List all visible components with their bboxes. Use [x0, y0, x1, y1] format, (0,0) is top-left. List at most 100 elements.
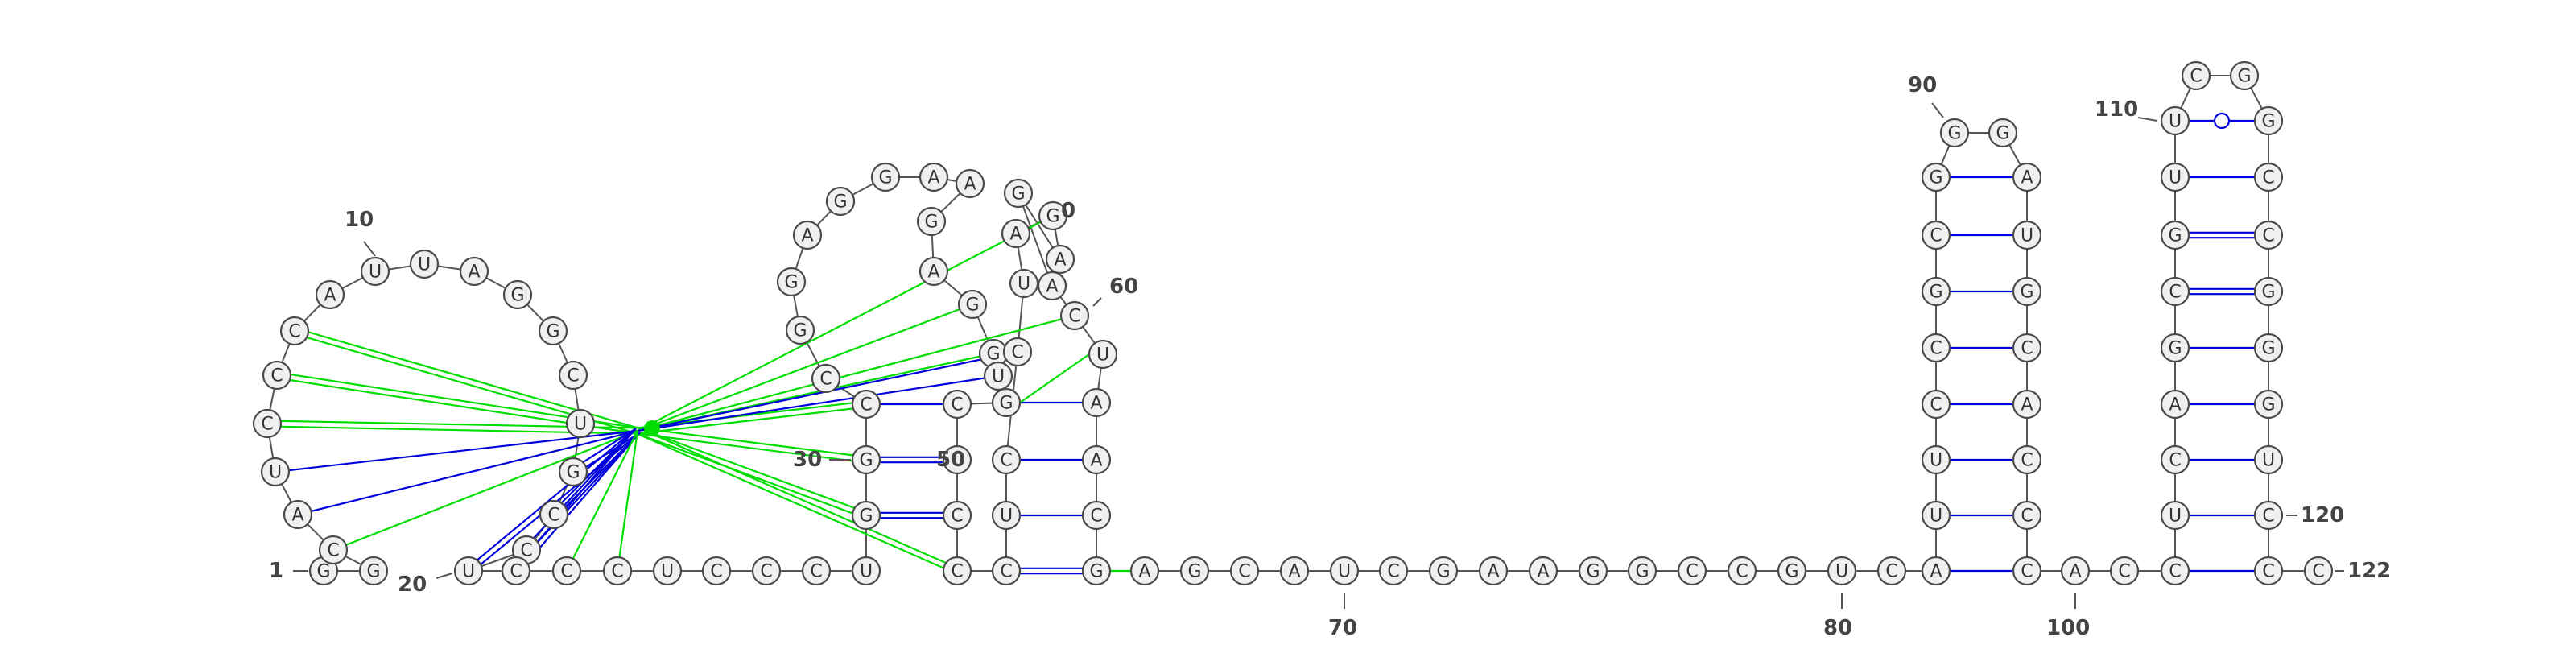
nucleotide-letter: U	[661, 562, 674, 582]
nucleotide-letter: A	[2021, 168, 2033, 188]
nucleotide-circle	[2012, 444, 2042, 475]
nucleotide-letter: C	[2169, 451, 2181, 471]
nucleotide: G	[1939, 118, 1970, 148]
nucleotide: U	[983, 361, 1013, 391]
nucleotide-circle	[1038, 200, 1068, 231]
long-range-pair-line	[637, 374, 999, 432]
pseudoknot-interaction-line	[636, 432, 957, 575]
nucleotide-circle	[501, 556, 531, 586]
nucleotide-letter: A	[291, 506, 303, 526]
nucleotide-circle	[2253, 333, 2284, 363]
nucleotide: U	[1009, 268, 1039, 299]
nucleotide-letter: G	[2261, 283, 2275, 303]
nucleotide: C	[262, 360, 292, 391]
nucleotide-letter: A	[468, 262, 480, 283]
nucleotide-circle	[1045, 244, 1075, 275]
nucleotide: G	[2160, 220, 2190, 250]
nucleotide-circle	[602, 556, 633, 586]
nucleotide: G	[1428, 556, 1459, 586]
nucleotide-circle	[502, 279, 533, 310]
nucleotide: G	[870, 162, 901, 192]
nucleotide-circle	[2160, 500, 2190, 531]
nucleotide-circle	[2012, 162, 2042, 192]
nucleotide-circle	[955, 168, 985, 199]
nucleotide-circle	[1059, 300, 1090, 331]
nucleotide: G	[1578, 556, 1608, 586]
nucleotide: G	[1179, 556, 1210, 586]
nucleotide: G	[1921, 276, 1951, 307]
nucleotide-circle	[751, 556, 782, 586]
nucleotide-letter: C	[951, 562, 963, 582]
nucleotide: U	[2253, 444, 2284, 475]
nucleotide-circle	[851, 556, 881, 586]
nucleotide-letter: C	[2262, 168, 2274, 188]
nucleotide-circle	[2253, 500, 2284, 531]
index-label: 60	[1109, 275, 1138, 299]
nucleotide-letter: G	[1586, 562, 1600, 582]
long-range-pair-line	[466, 428, 637, 570]
nucleotide: C	[851, 389, 881, 420]
nucleotide-letter: G	[833, 192, 847, 213]
nucleotide-circle	[1009, 268, 1039, 299]
nucleotide: C	[252, 408, 283, 439]
nucleotide-circle	[801, 556, 832, 586]
nucleotide: U	[2012, 220, 2042, 250]
nucleotide: C	[551, 556, 582, 586]
nucleotide-letter: U	[1096, 345, 1109, 366]
nucleotide: G	[991, 387, 1022, 418]
nucleotide: G	[358, 556, 389, 586]
interaction-hub-marker	[644, 420, 660, 436]
nucleotide-circle	[315, 279, 345, 310]
nucleotide: C	[1921, 333, 1951, 363]
nucleotide-letter: C	[951, 506, 963, 527]
pseudoknot-interaction-line	[637, 314, 1075, 432]
nucleotide: G	[1627, 556, 1657, 586]
nucleotide-letter: C	[2021, 451, 2033, 471]
nucleotide: G	[502, 279, 533, 310]
nucleotide-circle	[2109, 556, 2140, 586]
nucleotide-letter: G	[965, 296, 979, 316]
nucleotide-circle	[1003, 178, 1034, 209]
nucleotide-letter: C	[560, 562, 572, 582]
nucleotide: C	[1229, 556, 1260, 586]
nucleotide-letter: G	[510, 286, 524, 306]
nucleotide-letter: A	[1090, 451, 1102, 471]
nucleotide: G	[825, 186, 856, 217]
nucleotide-circle	[851, 444, 881, 475]
nucleotide: U	[453, 556, 484, 586]
nucleotide-circle	[2160, 276, 2190, 307]
nucleotide: C	[2303, 556, 2334, 586]
wobble-pair-marker	[2213, 112, 2231, 130]
nucleotide: A	[2012, 162, 2042, 192]
nucleotide-letter: U	[860, 562, 873, 582]
nucleotide-letter: C	[1736, 562, 1748, 582]
nucleotide-letter: C	[2118, 562, 2130, 582]
nucleotide-letter: C	[1090, 506, 1102, 527]
nucleotide-circle	[991, 556, 1022, 586]
nucleotide-circle	[652, 556, 683, 586]
nucleotide-letter: U	[1930, 506, 1942, 527]
nucleotide: U	[1921, 444, 1951, 475]
nucleotide-circle	[983, 361, 1013, 391]
nucleotide-letter: G	[2261, 395, 2275, 415]
nucleotide: A	[1528, 556, 1558, 586]
nucleotide: G	[1777, 556, 1807, 586]
nucleotide-letter: G	[1996, 124, 2009, 144]
nucleotide: C	[2160, 556, 2190, 586]
nucleotide-circle	[1081, 387, 1112, 418]
index-label: 80	[1823, 616, 1852, 640]
nucleotide-letter: C	[1930, 226, 1942, 246]
pseudoknot-interaction-line	[636, 432, 866, 519]
nucleotide-circle	[2012, 556, 2042, 586]
nucleotide: C	[991, 444, 1022, 475]
nucleotide: C	[1876, 556, 1907, 586]
nucleotide-circle	[776, 267, 807, 297]
nucleotide-letter: U	[2169, 168, 2182, 188]
nucleotide-circle	[919, 162, 949, 192]
nucleotide: G	[851, 500, 881, 531]
nucleotide: G	[1081, 556, 1112, 586]
nucleotide-circle	[539, 499, 569, 530]
nucleotide: C	[942, 389, 972, 420]
nucleotide-letter: G	[784, 273, 798, 293]
nucleotide-circle	[1921, 389, 1951, 420]
